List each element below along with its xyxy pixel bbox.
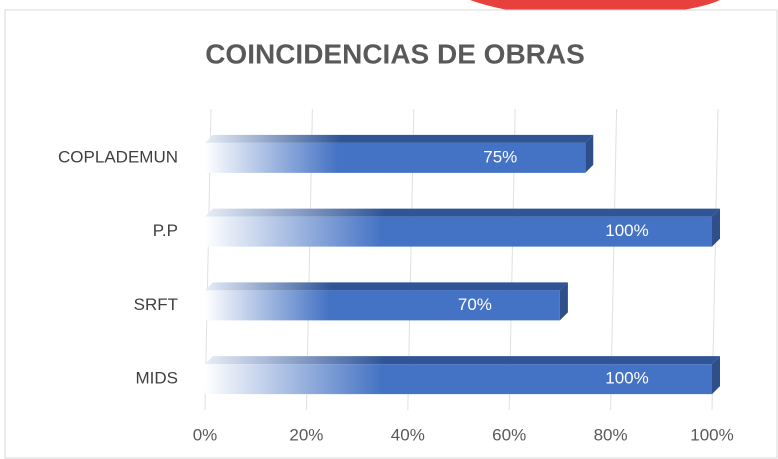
data-label: 100%: [605, 221, 648, 240]
y-tick-label: COPLADEMUN: [58, 147, 178, 166]
x-tick-label: 0%: [193, 425, 218, 444]
bar-top: [205, 208, 720, 217]
y-tick-label: P.P: [153, 221, 178, 240]
bar: [205, 364, 712, 395]
data-label: 75%: [483, 147, 517, 166]
bar-top: [205, 282, 568, 291]
bar-side: [559, 282, 568, 321]
x-tick-label: 20%: [289, 425, 323, 444]
bar-side: [585, 134, 594, 173]
bar-side: [712, 356, 720, 395]
bar: [205, 290, 560, 321]
bar: [205, 142, 586, 173]
bar-top: [205, 134, 594, 143]
y-tick-label: SRFT: [134, 295, 178, 314]
data-label: 100%: [605, 369, 648, 388]
data-label: 70%: [458, 295, 492, 314]
x-tick-label: 100%: [690, 425, 733, 444]
bar: [205, 216, 712, 247]
x-tick-label: 60%: [492, 425, 526, 444]
bar-top: [205, 356, 720, 365]
x-tick-label: 80%: [594, 425, 628, 444]
bar-side: [712, 208, 720, 247]
y-tick-label: MIDS: [136, 369, 179, 388]
chart-title: COINCIDENCIAS DE OBRAS: [205, 38, 585, 69]
x-tick-label: 40%: [391, 425, 425, 444]
